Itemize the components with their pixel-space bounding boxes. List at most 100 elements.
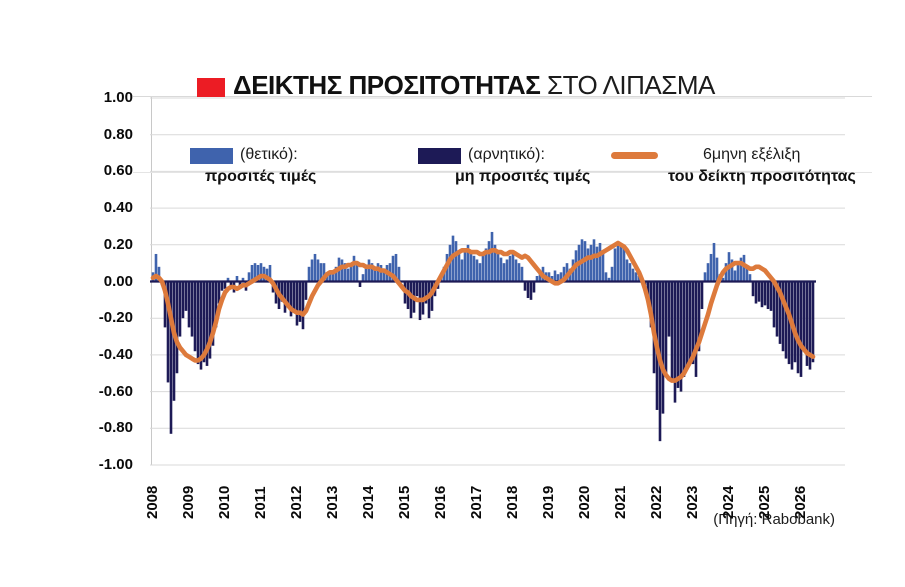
positive-bar <box>514 259 518 282</box>
positive-bar <box>628 263 632 282</box>
legend-positive-swatch-icon <box>190 148 233 164</box>
page-title-rest: ΣΤΟ ΛΙΠΑΣΜΑ <box>540 70 715 100</box>
positive-bar <box>346 268 350 282</box>
positive-bar <box>748 274 752 282</box>
positive-bar <box>247 272 251 282</box>
positive-bar <box>352 255 356 282</box>
positive-bar <box>601 250 605 282</box>
positive-bar <box>562 266 566 282</box>
positive-bar <box>397 266 401 282</box>
x-axis-label: 2024 <box>720 485 737 519</box>
negative-bar <box>688 281 692 365</box>
legend-positive-label: (θετικό): <box>240 146 298 163</box>
positive-bar <box>307 266 311 282</box>
positive-bar <box>364 266 368 282</box>
positive-bar <box>520 266 524 282</box>
positive-bar <box>259 263 263 282</box>
positive-bar <box>736 263 740 282</box>
negative-bar <box>760 281 764 308</box>
positive-bar <box>703 272 707 282</box>
positive-bar <box>631 268 635 282</box>
positive-bar <box>343 263 347 282</box>
positive-bar <box>622 248 626 282</box>
y-axis-label: -0.60 <box>98 382 133 400</box>
title-red-square-icon <box>197 78 225 97</box>
y-axis-label: -0.80 <box>98 419 133 437</box>
positive-bar <box>607 277 611 282</box>
x-axis-label: 2018 <box>504 485 521 519</box>
negative-bar <box>292 281 296 311</box>
x-axis-label: 2008 <box>144 485 161 519</box>
negative-bar <box>778 281 782 344</box>
positive-bar <box>556 274 560 282</box>
negative-bar <box>169 281 173 434</box>
negative-bar <box>415 281 419 297</box>
negative-bar <box>529 281 533 300</box>
positive-bar <box>496 252 500 282</box>
y-axis-label: 1.00 <box>103 89 133 106</box>
positive-bar <box>349 263 353 282</box>
negative-bar <box>220 281 224 291</box>
positive-bar <box>154 253 158 282</box>
negative-bar <box>796 281 800 374</box>
negative-bar <box>229 281 233 287</box>
negative-bar <box>751 281 755 297</box>
negative-bar <box>799 281 803 377</box>
negative-bar <box>184 281 188 311</box>
negative-bar <box>532 281 536 293</box>
source-label: (Πηγή: Rabobank) <box>713 511 835 528</box>
positive-bar <box>328 274 332 282</box>
legend-negative-swatch-icon <box>418 148 461 164</box>
negative-bar <box>208 281 212 359</box>
positive-bar <box>361 274 365 282</box>
positive-bar <box>370 263 374 282</box>
legend-rule <box>133 172 872 173</box>
positive-bar <box>565 263 569 282</box>
positive-bar <box>457 253 461 282</box>
negative-bar <box>787 281 791 365</box>
positive-bar <box>340 259 344 282</box>
positive-bar <box>235 276 239 282</box>
legend-negative-sublabel: μη προσιτές τιμές <box>455 168 591 185</box>
negative-bar <box>769 281 773 311</box>
x-axis-label: 2021 <box>612 485 629 519</box>
positive-bar <box>310 259 314 282</box>
negative-bar <box>181 281 185 319</box>
negative-bar <box>424 281 428 304</box>
y-axis-label: -1.00 <box>98 456 133 473</box>
positive-bar <box>634 272 638 282</box>
positive-bar <box>157 266 161 282</box>
positive-bar <box>484 248 488 282</box>
x-axis-label: 2009 <box>180 485 197 519</box>
x-axis-label: 2014 <box>360 485 377 519</box>
x-axis-label: 2020 <box>576 485 593 519</box>
x-axis-label: 2022 <box>648 485 665 519</box>
x-axis-label: 2013 <box>324 485 341 519</box>
negative-bar <box>301 281 305 330</box>
negative-bar <box>775 281 779 337</box>
legend-line-label: 6μηνη εξέλιξη <box>703 146 801 163</box>
negative-bar <box>808 281 812 370</box>
positive-bar <box>265 268 269 282</box>
negative-bar <box>193 281 197 352</box>
positive-bar <box>709 253 713 282</box>
negative-bar <box>202 281 206 363</box>
x-axis-label: 2012 <box>288 485 305 519</box>
negative-bar <box>526 281 530 299</box>
negative-bar <box>304 281 308 300</box>
positive-bar <box>469 252 473 282</box>
positive-bar <box>592 239 596 282</box>
positive-bar <box>637 276 641 282</box>
negative-bar <box>697 281 701 352</box>
negative-bar <box>757 281 761 302</box>
positive-bar <box>475 259 479 282</box>
negative-bar <box>763 281 767 306</box>
negative-bar <box>784 281 788 359</box>
positive-bar <box>733 270 737 282</box>
negative-bar <box>646 281 650 300</box>
negative-bar <box>676 281 680 388</box>
negative-bar <box>190 281 194 337</box>
legend-negative-label: (αρνητικό): <box>468 146 545 163</box>
